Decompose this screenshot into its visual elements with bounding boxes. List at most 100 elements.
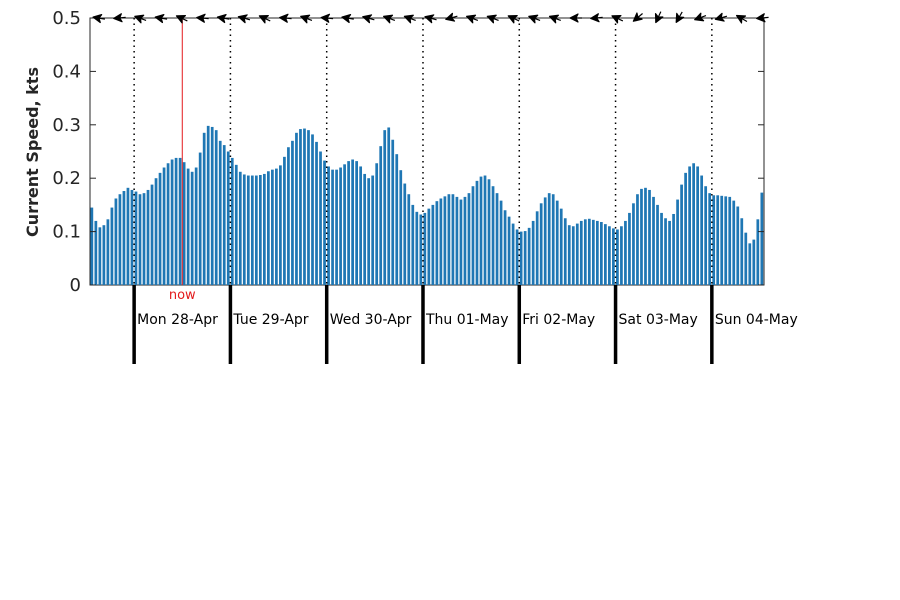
speed-bar: [756, 219, 760, 285]
speed-bar: [431, 204, 435, 285]
speed-bar: [347, 161, 350, 285]
speed-bar: [222, 145, 226, 285]
speed-bar: [271, 169, 274, 285]
speed-bar: [403, 183, 407, 285]
speed-bar: [254, 175, 258, 285]
day-label: Mon 28-Apr: [137, 312, 218, 328]
speed-bar: [555, 200, 559, 285]
speed-bar: [102, 225, 106, 285]
speed-bar: [467, 193, 471, 285]
speed-bar: [371, 175, 375, 285]
direction-arrow: [694, 12, 707, 22]
speed-bar: [279, 165, 282, 285]
speed-bar: [174, 157, 178, 285]
speed-bar: [676, 199, 679, 285]
speed-bar: [343, 164, 346, 285]
speed-bar: [543, 197, 547, 285]
speed-bar: [427, 208, 431, 285]
speed-bar: [447, 194, 451, 285]
speed-bar: [463, 196, 467, 285]
speed-bar: [571, 226, 575, 285]
plot-area: Mon 28-Apr Tue 29-Apr Wed 30-Apr Thu 01-May…: [52, 8, 798, 364]
direction-arrow: [466, 14, 479, 24]
speed-bar: [122, 191, 126, 285]
speed-bar: [471, 186, 475, 285]
speed-bar: [267, 171, 270, 285]
speed-bar: [138, 194, 142, 285]
speed-bar: [660, 212, 663, 285]
speed-bar: [214, 130, 218, 285]
speed-bar: [218, 140, 222, 285]
speed-bar: [158, 172, 162, 285]
speed-bar: [275, 168, 278, 285]
direction-arrow: [611, 15, 624, 24]
speed-bar: [439, 198, 443, 285]
speed-bar: [591, 219, 595, 285]
speed-bar: [250, 175, 254, 285]
day-label: Thu 01-May: [425, 312, 509, 328]
speed-bar: [700, 175, 704, 285]
direction-arrow: [403, 14, 416, 24]
speed-bar: [307, 130, 310, 285]
speed-bar: [575, 223, 579, 285]
speed-bar: [242, 174, 246, 285]
speed-bar: [672, 213, 675, 285]
speed-bar: [166, 163, 170, 285]
speed-bar: [732, 200, 736, 285]
speed-bar: [632, 203, 635, 285]
direction-arrow: [632, 12, 643, 22]
speed-bar: [668, 220, 671, 285]
speed-bar: [423, 212, 427, 285]
speed-bar: [704, 186, 708, 285]
speed-bar: [198, 152, 202, 285]
speed-bar: [495, 193, 499, 285]
speed-bar: [551, 194, 555, 285]
speed-bar: [443, 196, 447, 285]
speed-bar: [451, 194, 455, 285]
speed-bar: [411, 204, 415, 285]
speed-bar: [752, 239, 756, 285]
speed-bar: [644, 187, 647, 285]
speed-bar: [363, 173, 367, 285]
speed-bar: [391, 139, 395, 285]
speed-bar: [407, 194, 411, 285]
speed-bar: [182, 162, 186, 285]
speed-bar: [491, 186, 495, 285]
speed-bar: [90, 207, 94, 285]
speed-bar: [331, 169, 334, 285]
speed-bar: [507, 216, 511, 285]
speed-bar: [503, 210, 507, 285]
speed-bar: [379, 146, 383, 285]
direction-arrow: [216, 13, 230, 24]
speed-bar: [583, 219, 587, 285]
speed-bar: [375, 163, 379, 285]
speed-bar: [604, 224, 607, 285]
speed-bar: [170, 159, 174, 285]
direction-arrow: [134, 14, 147, 24]
speed-bar: [126, 187, 130, 285]
speed-bar: [599, 221, 603, 285]
y-tick-label: 0.5: [52, 8, 81, 29]
speed-bar: [652, 196, 655, 285]
speed-bar: [287, 147, 290, 285]
direction-arrow: [92, 13, 105, 24]
speed-bar: [523, 231, 527, 285]
speed-bar: [238, 171, 242, 285]
speed-bar: [327, 166, 330, 285]
speed-bar: [351, 159, 354, 285]
direction-arrow: [675, 11, 685, 23]
speed-bar: [680, 184, 683, 285]
speed-bar: [130, 189, 134, 285]
direction-arrow: [445, 12, 458, 22]
speed-bar: [499, 200, 503, 285]
y-axis-label: Current Speed, kts: [23, 67, 42, 237]
speed-bar: [760, 192, 764, 285]
speed-bar: [656, 204, 659, 285]
direction-arrow: [383, 14, 396, 24]
speed-bar: [696, 166, 700, 285]
direction-arrow: [279, 13, 292, 23]
speed-bar: [744, 232, 748, 285]
now-label: now: [169, 288, 196, 303]
direction-arrow: [507, 15, 520, 24]
speed-bar: [616, 229, 619, 285]
